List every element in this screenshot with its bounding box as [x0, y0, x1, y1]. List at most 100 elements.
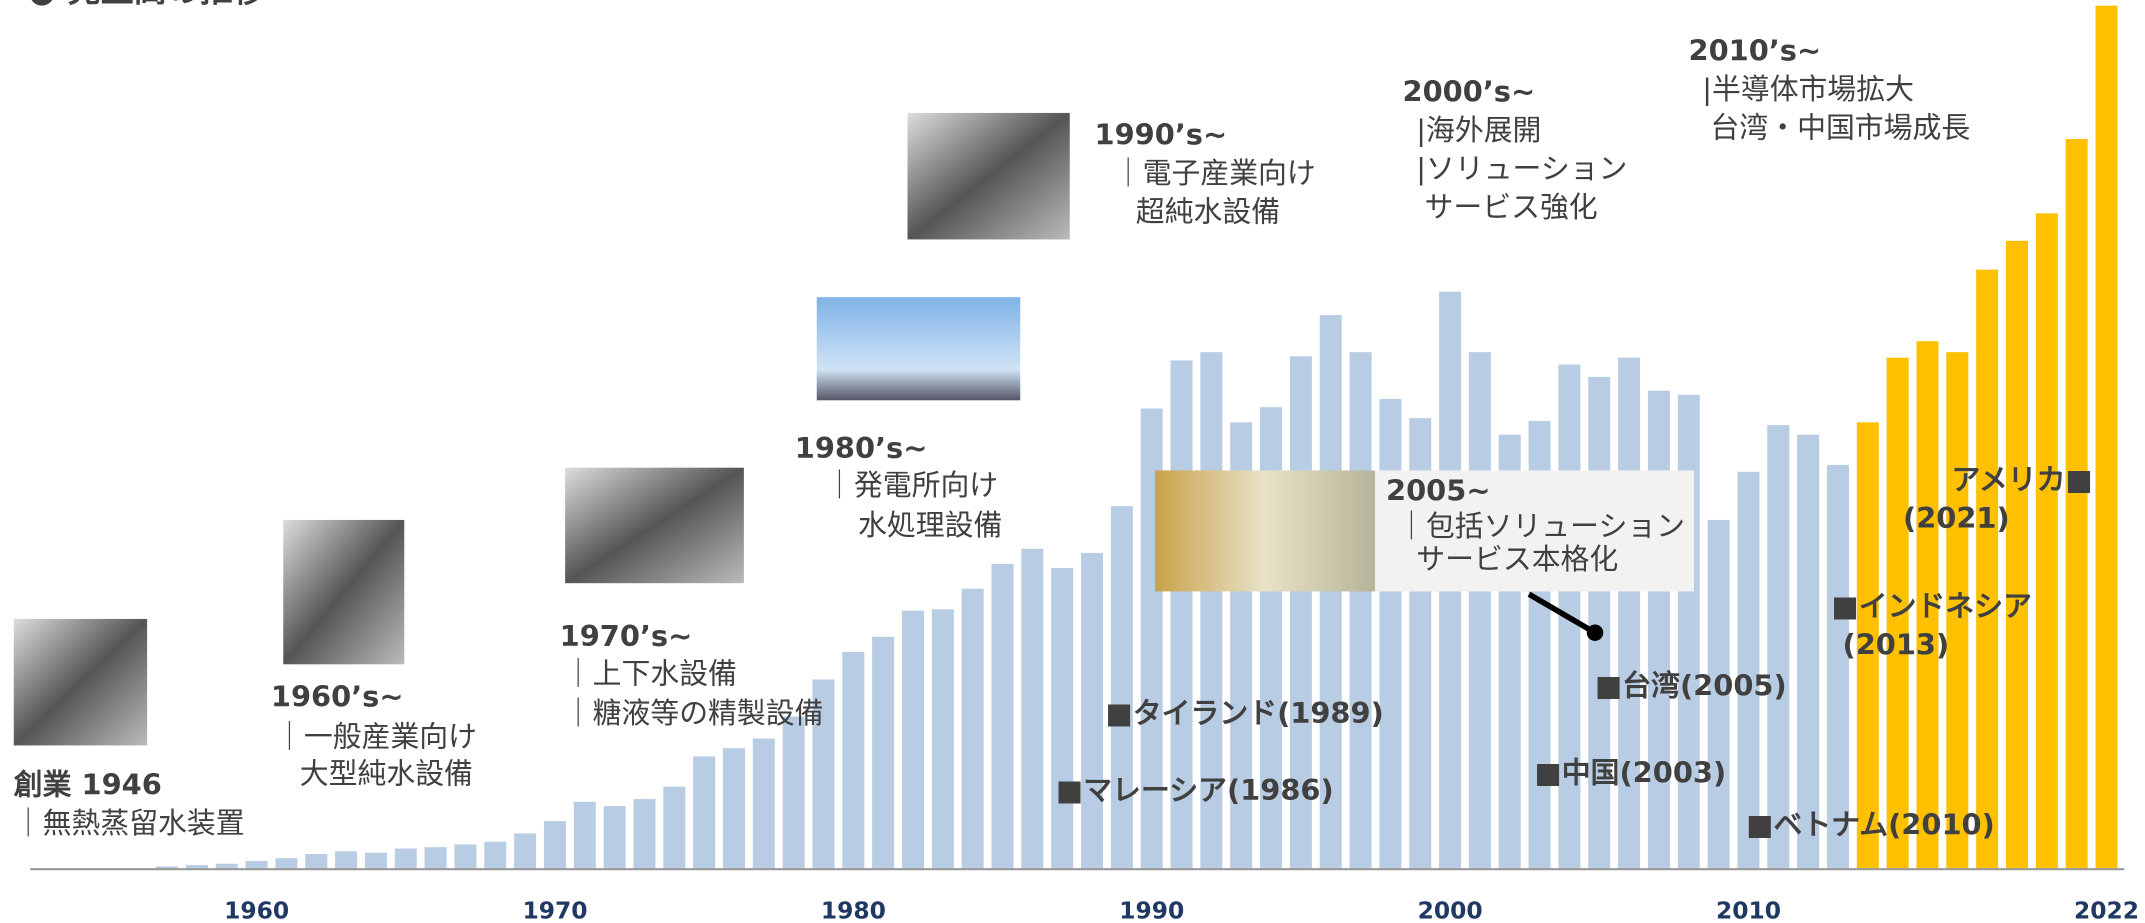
- annotation: ■マレーシア(1986): [1056, 773, 1334, 807]
- callout-line: [1527, 591, 1597, 636]
- bar: [931, 609, 954, 870]
- x-tick-label: 1990: [1119, 896, 1184, 923]
- bar: [991, 563, 1014, 870]
- annotation: ｜電子産業向け: [1114, 156, 1316, 190]
- annotation: サービス強化: [1425, 190, 1598, 224]
- bar: [693, 756, 716, 870]
- annotation: 創業 1946: [14, 768, 162, 802]
- photo: [1155, 470, 1375, 592]
- bar: [603, 805, 626, 870]
- annotation: 台湾・中国市場成長: [1711, 110, 1971, 144]
- annotation: ｜上下水設備: [564, 656, 737, 690]
- bar: [812, 679, 835, 870]
- annotation: 超純水設備: [1136, 194, 1280, 228]
- bar: [1737, 471, 1760, 870]
- bar: [543, 821, 566, 870]
- annotation: 2010’s~: [1689, 33, 1822, 67]
- bar: [394, 848, 417, 870]
- bar: [1797, 434, 1820, 870]
- bar: [1976, 269, 1999, 870]
- annotation: (2013): [1843, 627, 1950, 661]
- annotation: アメリカ■: [1951, 462, 2092, 496]
- bar: [633, 799, 656, 870]
- callout-dot: [1586, 624, 1604, 641]
- bar: [1319, 315, 1342, 870]
- bar: [573, 801, 596, 870]
- annotation: ■インドネシア: [1832, 589, 2032, 623]
- bar: [424, 847, 447, 870]
- annotation: ｜一般産業向け: [275, 720, 477, 754]
- bar: [305, 854, 328, 870]
- photo: [907, 112, 1070, 240]
- annotation: 2000’s~: [1403, 75, 1536, 109]
- photo: [283, 519, 405, 665]
- x-tick-label: 1970: [522, 896, 587, 923]
- bar: [245, 860, 268, 870]
- bar: [1051, 568, 1074, 870]
- annotation: 1980’s~: [795, 431, 928, 465]
- bar: [454, 844, 477, 870]
- photo: [13, 618, 148, 746]
- x-tick-label: 2000: [1418, 896, 1483, 923]
- annotation: 1960’s~: [271, 680, 404, 714]
- bar: [1081, 552, 1104, 870]
- annotation: ■中国(2003): [1535, 755, 1727, 789]
- bar: [1647, 390, 1670, 870]
- bar: [902, 610, 924, 870]
- annotation: ｜包括ソリューション: [1397, 509, 1685, 543]
- bar: [1946, 352, 1969, 870]
- bar: [1379, 398, 1402, 870]
- bar: [156, 866, 179, 870]
- annotation: |半導体市場拡大: [1702, 72, 1914, 106]
- bar: [752, 738, 775, 870]
- annotation: 2005~: [1386, 473, 1491, 507]
- annotation: ■タイランド(1989): [1106, 696, 1384, 730]
- bar: [335, 851, 358, 870]
- bar: [1767, 425, 1790, 870]
- annotation: |海外展開: [1416, 113, 1541, 147]
- bar: [1677, 394, 1700, 870]
- callout-box: [1375, 470, 1694, 592]
- bar: [1349, 352, 1372, 870]
- bar: [275, 858, 298, 870]
- bar: [1826, 464, 1849, 870]
- annotation: ■ベトナム(2010): [1746, 808, 1995, 842]
- bar: [2065, 139, 2088, 870]
- annotation: (2021): [1903, 501, 2010, 535]
- bar: [364, 852, 387, 870]
- annotation: 1990’s~: [1095, 117, 1228, 151]
- bar: [1707, 519, 1730, 870]
- bar: [1856, 422, 1879, 870]
- annotation: |ソリューション: [1416, 152, 1627, 186]
- bar: [872, 636, 895, 870]
- bar: [1468, 352, 1491, 870]
- bar: [1618, 357, 1641, 870]
- x-tick-label: 1960: [224, 896, 289, 923]
- bar: [663, 786, 686, 870]
- bar: [1588, 376, 1611, 870]
- bar: [1021, 548, 1044, 870]
- annotation: 水処理設備: [858, 508, 1002, 542]
- bar: [1916, 341, 1939, 870]
- photo: [816, 297, 1021, 401]
- bar: [2035, 213, 2058, 870]
- photos: [13, 112, 1070, 746]
- annotation: ｜発電所向け: [825, 468, 998, 502]
- annotation: ■台湾(2005): [1595, 669, 1787, 703]
- photo: [565, 467, 744, 584]
- x-tick-label: 2022: [2074, 896, 2139, 923]
- bar: [961, 588, 984, 870]
- annotation: 1970’s~: [560, 619, 693, 653]
- bar: [782, 716, 805, 870]
- bar: [514, 833, 537, 870]
- chart-title: ● 売上高の推移: [28, 0, 266, 9]
- x-tick-label: 1980: [821, 896, 886, 923]
- annotation: ｜糖液等の精製設備: [564, 696, 824, 730]
- bar: [2005, 240, 2028, 870]
- annotation: ｜無熱蒸留水装置: [14, 806, 245, 840]
- bar: [484, 841, 507, 870]
- x-tick-label: 2010: [1716, 896, 1781, 923]
